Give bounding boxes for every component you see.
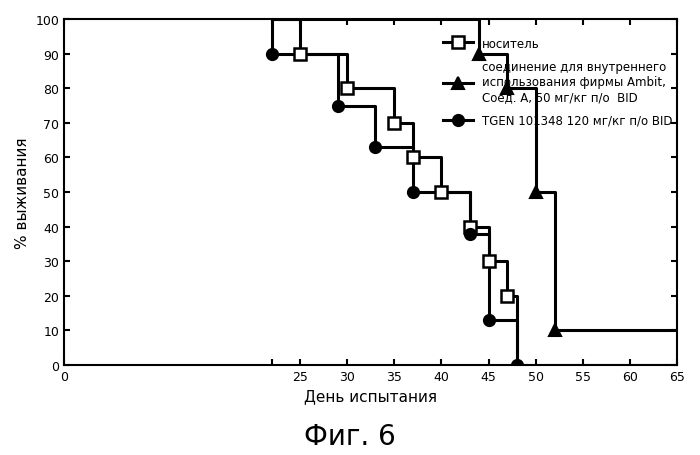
Legend: носитель, соединение для внутреннего
использования фирмы Ambit,
Соед. А, 50 мг/к: носитель, соединение для внутреннего исп… — [438, 33, 678, 132]
Y-axis label: % выживания: % выживания — [15, 137, 30, 248]
Text: Фиг. 6: Фиг. 6 — [304, 423, 396, 450]
X-axis label: День испытания: День испытания — [304, 389, 438, 404]
